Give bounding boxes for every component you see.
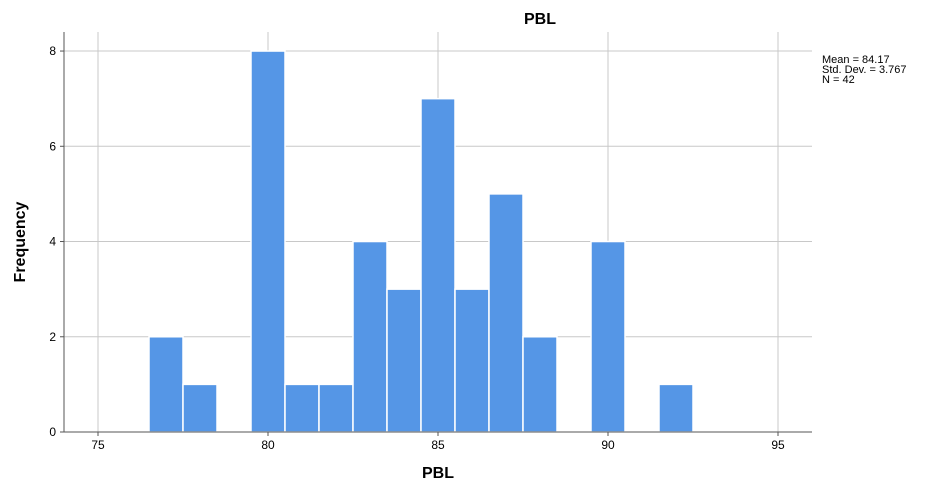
stat-std-dev: Std. Dev. = 3.767 <box>822 64 907 76</box>
histogram-bar <box>488 193 524 433</box>
histogram-bar <box>420 97 456 433</box>
y-axis-label: Frequency <box>12 201 29 282</box>
axes-layer: 75 80 85 90 95 0 2 4 6 8 <box>49 32 812 452</box>
x-tick-label: 90 <box>601 438 615 452</box>
y-tick-label: 6 <box>49 139 56 153</box>
histogram-bar <box>658 383 694 433</box>
y-tick-label: 0 <box>49 425 56 439</box>
y-tick-label: 8 <box>49 44 56 58</box>
x-tick-label: 75 <box>91 438 105 452</box>
stats-box: Mean = 84.17 Std. Dev. = 3.767 N = 42 <box>822 54 907 86</box>
stat-n: N = 42 <box>822 74 855 86</box>
histogram-bar <box>522 336 558 433</box>
histogram-bar <box>590 240 626 433</box>
x-axis-label: PBL <box>422 465 454 482</box>
bars-layer <box>148 50 694 433</box>
histogram-bar <box>386 288 422 433</box>
histogram-bar <box>352 240 388 433</box>
x-tick-label: 80 <box>261 438 275 452</box>
x-tick-label: 95 <box>771 438 785 452</box>
histogram-bar <box>182 383 218 433</box>
x-tick-label: 85 <box>431 438 445 452</box>
y-tick-label: 2 <box>49 330 56 344</box>
histogram-bar <box>284 383 320 433</box>
chart-title: PBL <box>524 11 556 28</box>
stat-mean: Mean = 84.17 <box>822 54 890 66</box>
y-tick-label: 4 <box>49 235 56 249</box>
histogram-bar <box>148 336 184 433</box>
histogram-bar <box>318 383 354 433</box>
histogram-bar <box>250 50 286 433</box>
histogram-bar <box>454 288 490 433</box>
